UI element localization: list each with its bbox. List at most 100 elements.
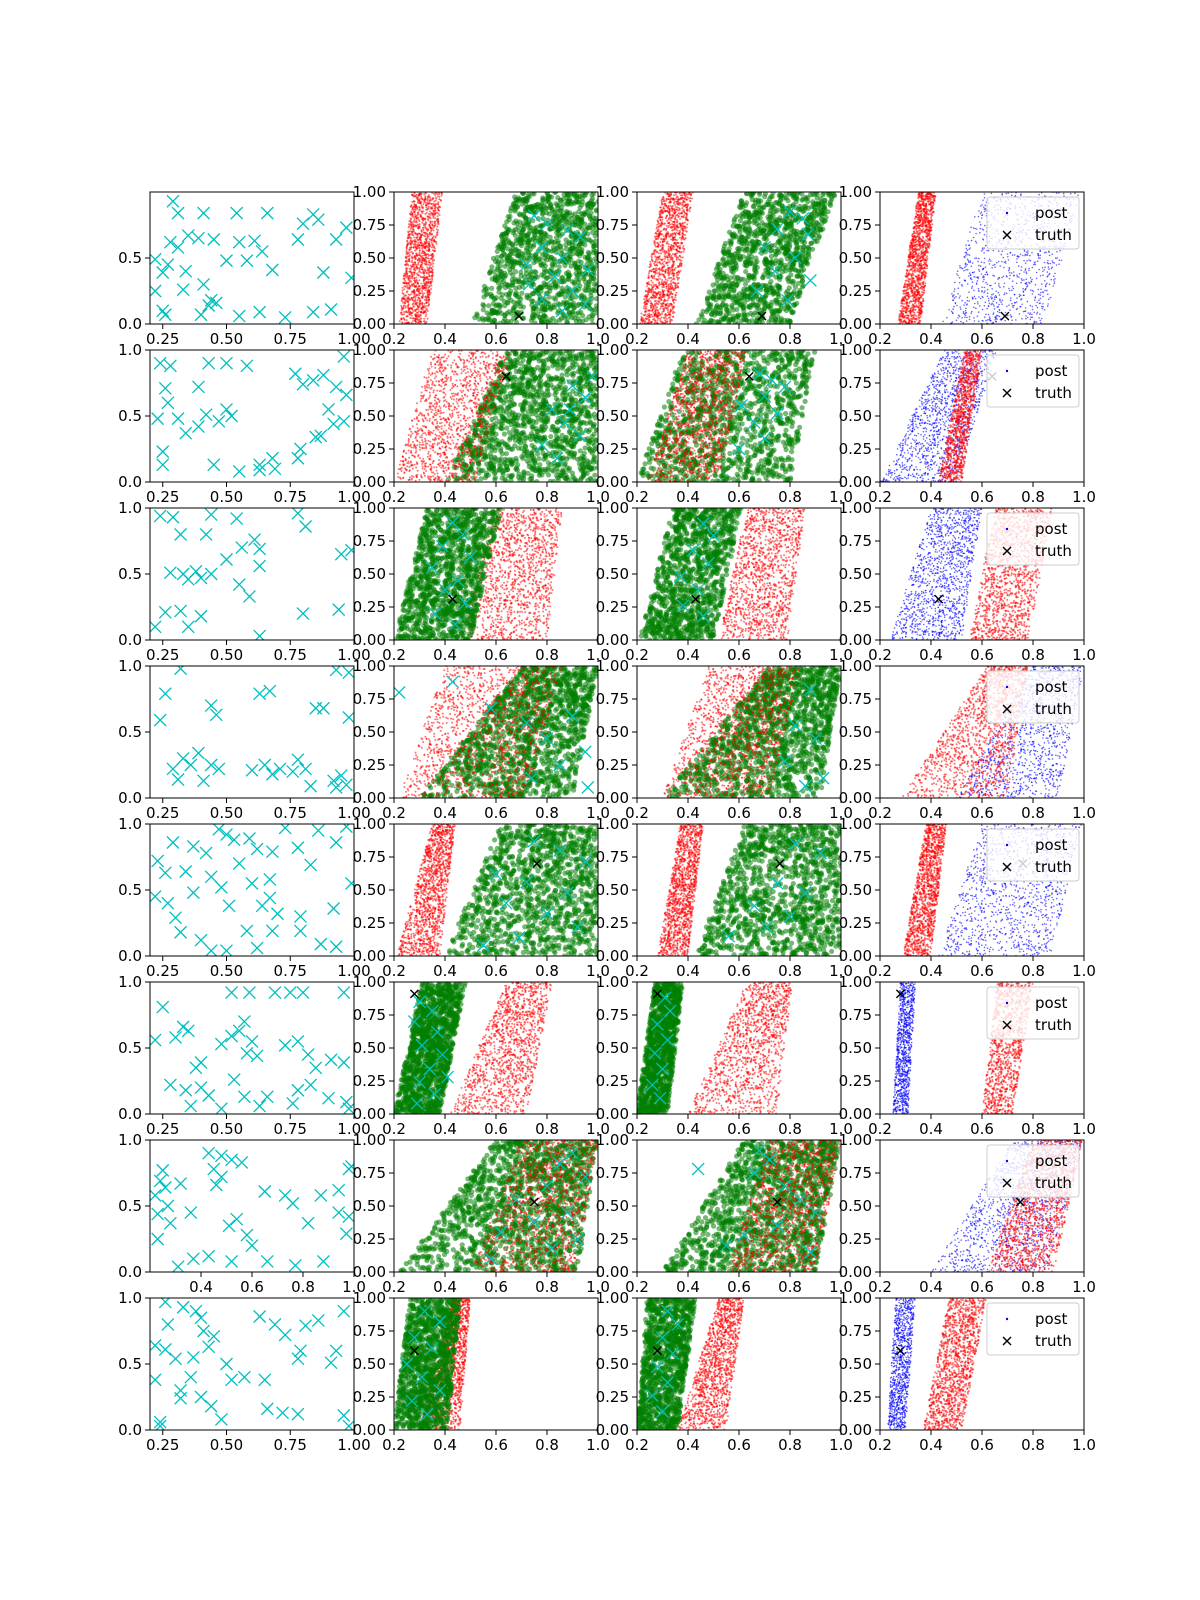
sample-point xyxy=(427,310,429,312)
cyan-x-marker xyxy=(292,234,304,246)
sample-point xyxy=(513,286,518,291)
sample-point xyxy=(676,214,678,216)
sample-point xyxy=(412,320,414,322)
sample-point xyxy=(699,312,704,317)
sample-point xyxy=(414,309,416,311)
sample-point xyxy=(419,320,421,322)
sample-point xyxy=(414,292,416,294)
sample-point xyxy=(652,319,654,321)
sample-point xyxy=(411,221,413,223)
sample-point xyxy=(673,306,675,308)
sample-point xyxy=(732,219,737,224)
sample-point xyxy=(569,246,574,251)
sample-point xyxy=(659,320,661,322)
sample-point xyxy=(409,237,411,239)
sample-point xyxy=(656,317,658,319)
sample-point xyxy=(564,320,569,325)
sample-point xyxy=(539,306,544,311)
cyan-x-marker xyxy=(317,267,329,279)
sample-point xyxy=(410,244,412,246)
sample-point xyxy=(790,193,795,198)
cloud-green xyxy=(694,189,837,326)
sample-point xyxy=(558,198,563,203)
sample-point xyxy=(422,244,424,246)
sample-point xyxy=(437,209,439,211)
sample-point xyxy=(683,201,685,203)
sample-point xyxy=(714,306,719,311)
sample-point xyxy=(519,273,524,278)
sample-point xyxy=(428,278,430,280)
sample-point xyxy=(666,193,668,195)
sample-point xyxy=(573,271,578,276)
sample-point xyxy=(671,209,673,211)
sample-point xyxy=(666,241,668,243)
sample-point xyxy=(406,241,408,243)
sample-point xyxy=(656,307,658,309)
sample-point xyxy=(424,195,426,197)
sample-point xyxy=(651,303,653,305)
sample-point xyxy=(663,228,665,230)
sample-point xyxy=(655,296,657,298)
sample-point xyxy=(657,262,659,264)
sample-point xyxy=(681,204,683,206)
cyan-x-marker xyxy=(195,309,207,321)
sample-point xyxy=(408,223,410,225)
sample-point xyxy=(413,277,415,279)
sample-point xyxy=(489,264,494,269)
sample-point xyxy=(720,303,725,308)
sample-point xyxy=(411,251,413,253)
cyan-x-marker xyxy=(340,222,352,234)
sample-point xyxy=(405,316,407,318)
sample-point xyxy=(683,251,685,253)
sample-point xyxy=(669,261,671,263)
sample-point xyxy=(432,272,434,274)
sample-point xyxy=(421,290,423,292)
sample-point xyxy=(653,268,655,270)
plot-area xyxy=(639,189,837,326)
sample-point xyxy=(514,279,519,284)
sample-point xyxy=(665,286,667,288)
cyan-x-marker xyxy=(249,235,261,247)
sample-point xyxy=(499,311,504,316)
sample-point xyxy=(686,215,688,217)
sample-point xyxy=(652,253,654,255)
sample-point xyxy=(425,315,427,317)
sample-point xyxy=(652,260,654,262)
sample-point xyxy=(431,263,433,265)
sample-point xyxy=(657,315,659,317)
sample-point xyxy=(496,302,501,307)
sample-point xyxy=(658,275,660,277)
sample-point xyxy=(422,210,424,212)
sample-point xyxy=(727,284,732,289)
cyan-x-marker xyxy=(198,207,210,219)
sample-point xyxy=(711,282,716,287)
sample-point xyxy=(645,290,647,292)
sample-point xyxy=(676,201,678,203)
sample-point xyxy=(665,313,667,315)
sample-point xyxy=(673,302,675,304)
sample-point xyxy=(667,264,669,266)
sample-point xyxy=(570,315,575,320)
sample-point xyxy=(429,270,431,272)
sample-point xyxy=(663,284,665,286)
sample-point xyxy=(413,268,415,270)
sample-point xyxy=(575,215,580,220)
sample-point xyxy=(565,201,570,206)
sample-point xyxy=(685,199,687,201)
sample-point xyxy=(424,277,426,279)
sample-point xyxy=(576,209,581,214)
sample-point xyxy=(411,214,413,216)
sample-point xyxy=(411,317,413,319)
sample-point xyxy=(690,193,692,195)
sample-point xyxy=(434,225,436,227)
sample-point xyxy=(651,257,653,259)
sample-point xyxy=(412,234,414,236)
sample-point xyxy=(661,289,663,291)
sample-point xyxy=(665,210,667,212)
sample-point xyxy=(400,312,402,314)
sample-point xyxy=(408,279,410,281)
sample-point xyxy=(566,277,571,282)
sample-point xyxy=(672,215,674,217)
sample-point xyxy=(676,226,678,228)
sample-point xyxy=(506,238,511,243)
